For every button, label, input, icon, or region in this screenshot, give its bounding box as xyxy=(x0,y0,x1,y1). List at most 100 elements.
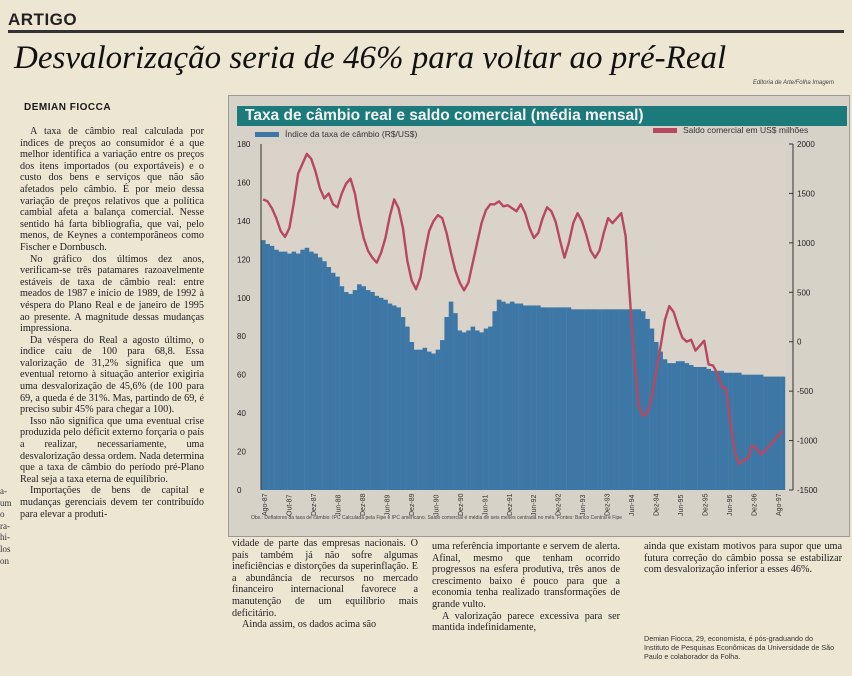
exchange-rate-bar xyxy=(400,317,406,490)
exchange-rate-bar xyxy=(378,297,384,490)
exchange-rate-bar xyxy=(453,313,458,490)
exchange-rate-bar xyxy=(357,284,362,490)
right-axis-tick-label: 1500 xyxy=(797,189,815,198)
exchange-rate-bar xyxy=(374,295,380,490)
fragment-line: um xyxy=(0,497,12,508)
x-tick-label: Dez-92 xyxy=(556,493,563,516)
exchange-rate-bar xyxy=(278,251,284,490)
exchange-rate-bar xyxy=(571,309,576,490)
exchange-rate-bar xyxy=(588,309,594,490)
right-axis-tick-label: 2000 xyxy=(797,140,815,149)
exchange-rate-bar xyxy=(649,328,655,490)
left-axis-tick-label: 140 xyxy=(237,217,251,226)
paragraph: No gráfico dos últimos dez anos, verific… xyxy=(20,253,204,335)
x-tick-label: Jun-96 xyxy=(727,494,734,516)
exchange-rate-bar xyxy=(566,307,572,490)
exchange-rate-bar xyxy=(623,309,628,490)
exchange-rate-bar xyxy=(352,290,358,490)
chart-svg: 0 20 40 60 80 100 120 140 160 180 -1500 -1000 -500 0 5… xyxy=(237,140,818,516)
article-column-2: vidade de parte das empresas nacionais. … xyxy=(232,538,418,631)
x-tick-label: Dez-96 xyxy=(752,493,759,516)
right-axis-tick-label: -1500 xyxy=(797,486,818,495)
exchange-rate-bar xyxy=(317,257,323,490)
exchange-rate-bar xyxy=(719,370,725,490)
fragment-line: o xyxy=(0,509,5,520)
exchange-rate-bar xyxy=(291,251,297,490)
exchange-rate-bar xyxy=(771,376,777,490)
exchange-rate-bar xyxy=(557,307,563,490)
exchange-rate-bar xyxy=(614,309,620,490)
exchange-rate-bar xyxy=(684,363,690,490)
exchange-rate-bar xyxy=(509,301,515,490)
exchange-rate-bar xyxy=(750,374,755,490)
exchange-rate-bar xyxy=(706,368,711,490)
author-bio: Demian Fiocca, 29, economista, é pós-gra… xyxy=(644,634,835,661)
x-tick-label: Dez-93 xyxy=(605,493,612,516)
x-tick-label: Jun-88 xyxy=(335,494,342,516)
paragraph: ainda que existam motivos para supor que… xyxy=(644,541,842,576)
exchange-rate-bar xyxy=(418,349,423,490)
exchange-rate-bar xyxy=(440,340,445,490)
exchange-rate-bar xyxy=(544,307,550,490)
left-axis-tick-label: 180 xyxy=(237,140,251,149)
exchange-rate-bar xyxy=(444,317,449,490)
left-axis-tick-label: 80 xyxy=(237,332,246,341)
right-axis-tick-label: 500 xyxy=(797,288,811,297)
exchange-rate-bar xyxy=(736,372,742,490)
section-tag: ARTIGO xyxy=(8,10,78,29)
exchange-rate-bar xyxy=(610,309,615,490)
exchange-rate-bar xyxy=(282,251,288,490)
chart-panel: Taxa de câmbio real e saldo comercial (m… xyxy=(228,95,850,537)
exchange-rate-bar xyxy=(619,309,624,490)
exchange-rate-bar xyxy=(492,311,497,490)
x-tick-label: Dez-88 xyxy=(360,493,367,516)
x-tick-label: Out-87 xyxy=(287,494,294,516)
x-tick-label: Dez-95 xyxy=(703,493,710,516)
exchange-rate-bar xyxy=(741,374,746,490)
chart-title-band xyxy=(237,106,847,126)
exchange-rate-bar xyxy=(715,370,720,490)
exchange-rate-bar xyxy=(287,253,292,490)
left-axis-tick-label: 0 xyxy=(237,486,242,495)
legend-label-line: Saldo comercial em US$ milhões xyxy=(683,125,809,135)
chart-title: Taxa de câmbio real e saldo comercial (m… xyxy=(245,107,644,124)
exchange-rate-bar xyxy=(313,253,318,490)
left-axis-tick-label: 40 xyxy=(237,409,246,418)
exchange-rate-bar xyxy=(767,376,773,490)
exchange-rate-bar xyxy=(723,372,729,490)
x-tick-label: Jun-95 xyxy=(678,494,685,516)
exchange-rate-bar xyxy=(448,301,454,490)
right-axis-tick-label: 0 xyxy=(797,338,802,347)
exchange-rate-bar xyxy=(501,301,506,490)
x-tick-label: Jun-91 xyxy=(482,494,489,516)
exchange-rate-bar xyxy=(304,247,310,490)
x-tick-label: Jun-94 xyxy=(629,494,636,516)
article-column-1: A taxa de câmbio real calculada por índi… xyxy=(20,126,204,520)
headline: Desvalorização seria de 46% para voltar … xyxy=(14,40,727,76)
left-axis-tick-label: 100 xyxy=(237,294,251,303)
fragment-line: ra- xyxy=(0,520,10,531)
exchange-rate-bar xyxy=(536,305,541,490)
exchange-rate-bar xyxy=(518,303,524,490)
exchange-rate-bar xyxy=(658,351,663,490)
legend-bars: Índice da taxa de câmbio (R$/US$) xyxy=(255,129,417,139)
exchange-rate-bar xyxy=(326,267,332,490)
exchange-rate-bar xyxy=(265,243,270,490)
chart-source-note: Obs.: Deflatores da taxa de câmbio: IPC … xyxy=(251,515,623,521)
fragment-line: on xyxy=(0,555,9,566)
exchange-rate-bar xyxy=(680,361,685,490)
section-rule xyxy=(8,30,844,33)
x-tick-label: Dez-89 xyxy=(409,493,416,516)
exchange-rate-bar xyxy=(758,374,764,490)
legend-line: Saldo comercial em US$ milhões xyxy=(653,125,808,135)
article-column-4: ainda que existam motivos para supor que… xyxy=(644,541,842,576)
exchange-rate-bar xyxy=(645,318,650,490)
exchange-rate-bar xyxy=(309,251,314,490)
art-credit: Editoria de Arte/Folha Imagem xyxy=(752,80,834,86)
left-axis-tick-label: 120 xyxy=(237,255,251,264)
exchange-rate-bar xyxy=(300,249,305,490)
exchange-rate-bar xyxy=(435,349,441,490)
exchange-rate-bar xyxy=(426,351,432,490)
exchange-rate-bar xyxy=(470,326,476,490)
right-axis-tick-label: -500 xyxy=(797,387,814,396)
